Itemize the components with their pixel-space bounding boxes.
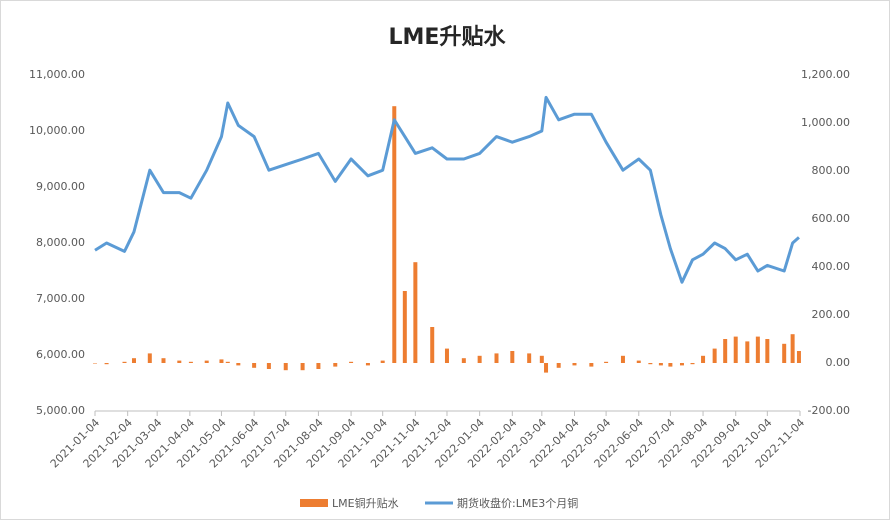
- legend-label: LME铜升贴水: [332, 496, 399, 510]
- bar: [782, 343, 787, 363]
- bar: [461, 358, 466, 363]
- bar: [723, 339, 728, 363]
- bar: [413, 262, 418, 363]
- bar: [556, 363, 561, 368]
- bar: [745, 341, 750, 363]
- bar: [604, 361, 609, 363]
- y-tick-label: 11,000.00: [29, 68, 85, 81]
- bar: [147, 353, 152, 363]
- bar: [225, 361, 230, 363]
- y-tick-label: 7,000.00: [36, 292, 85, 305]
- bar: [648, 363, 653, 365]
- bar: [658, 363, 663, 366]
- bar: [765, 339, 770, 363]
- bar: [349, 361, 354, 363]
- bar: [589, 363, 594, 367]
- bar: [392, 106, 397, 363]
- bar: [122, 361, 127, 363]
- y2-tick-label: 800.00: [812, 164, 851, 177]
- legend-swatch: [300, 499, 328, 507]
- y2-tick-label: 1,200.00: [801, 68, 850, 81]
- bar: [510, 351, 515, 363]
- y-tick-label: 8,000.00: [36, 236, 85, 249]
- bar: [402, 291, 407, 363]
- bar: [712, 348, 717, 363]
- bar: [572, 363, 577, 366]
- bar: [300, 363, 305, 371]
- y2-tick-label: -200.00: [808, 404, 850, 417]
- y2-tick-label: 1,000.00: [801, 116, 850, 129]
- bar: [690, 363, 695, 365]
- bar: [620, 355, 625, 363]
- bar: [252, 363, 257, 368]
- bar: [701, 355, 706, 363]
- bar: [131, 358, 136, 363]
- bar: [161, 358, 166, 363]
- bar: [444, 348, 449, 363]
- y2-tick-label: 400.00: [812, 260, 851, 273]
- bar: [266, 363, 271, 369]
- bar: [494, 353, 499, 363]
- chart-title: LME升贴水: [389, 24, 507, 50]
- bar: [636, 360, 641, 363]
- bar: [283, 363, 288, 371]
- y-tick-label: 6,000.00: [36, 348, 85, 361]
- bar: [365, 363, 370, 366]
- legend-label: 期货收盘价:LME3个月铜: [457, 496, 578, 510]
- bar: [430, 327, 435, 363]
- bar: [755, 336, 760, 363]
- bar: [380, 360, 385, 363]
- bar: [477, 355, 482, 363]
- bar: [204, 360, 209, 363]
- bar: [796, 351, 801, 363]
- bar: [333, 363, 338, 367]
- bar: [668, 363, 673, 367]
- y2-tick-label: 0.00: [826, 356, 851, 369]
- bar: [790, 334, 795, 363]
- bar: [219, 359, 224, 363]
- bar: [188, 361, 193, 363]
- bar: [527, 353, 532, 363]
- y2-tick-label: 600.00: [812, 212, 851, 225]
- bar: [679, 363, 684, 366]
- y2-tick-label: 200.00: [812, 308, 851, 321]
- bar: [316, 363, 321, 369]
- y-tick-label: 10,000.00: [29, 124, 85, 137]
- y-tick-label: 5,000.00: [36, 404, 85, 417]
- bar: [236, 363, 241, 366]
- y-tick-label: 9,000.00: [36, 180, 85, 193]
- bar: [539, 355, 544, 363]
- bar: [93, 363, 97, 364]
- bar: [177, 360, 182, 363]
- bar: [104, 363, 109, 365]
- bar: [544, 363, 549, 373]
- bar: [733, 336, 738, 363]
- line: [94, 95, 800, 284]
